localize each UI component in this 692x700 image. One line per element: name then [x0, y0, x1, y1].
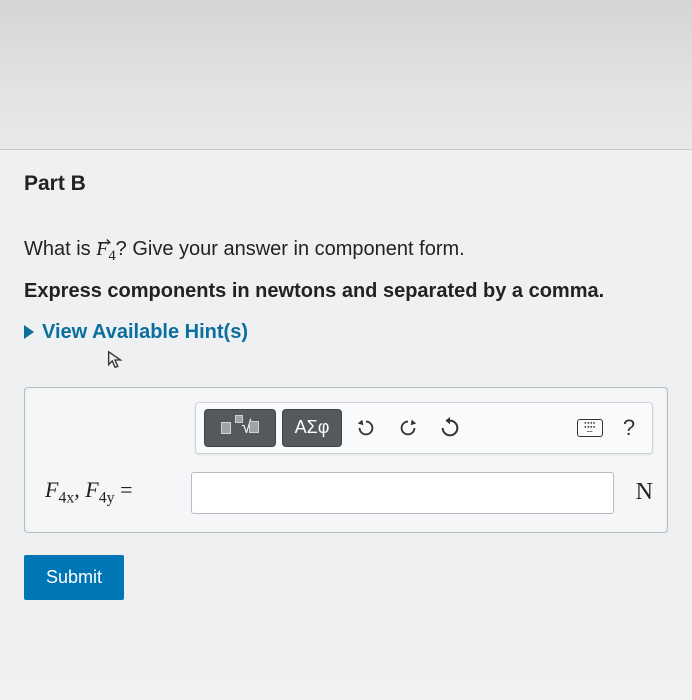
reset-button[interactable]	[432, 409, 468, 447]
question-post: ? Give your answer in component form.	[116, 238, 465, 260]
answer-box: √ ΑΣφ	[24, 387, 668, 533]
question-text: What is ⇀F4? Give your answer in compone…	[24, 234, 668, 268]
question-pre: What is	[24, 238, 96, 260]
part-title: Part B	[24, 172, 668, 196]
root-icon: √	[235, 417, 260, 438]
unit-label: N	[636, 479, 653, 506]
cursor-icon	[106, 350, 124, 370]
variable-label: F4x, F4y =	[45, 477, 175, 507]
keyboard-icon: ●●●●●●●●━━	[577, 419, 603, 437]
redo-button[interactable]	[390, 409, 426, 447]
undo-button[interactable]	[348, 409, 384, 447]
var-sub2: 4y	[99, 490, 115, 507]
submit-label: Submit	[46, 567, 102, 587]
view-hints-toggle[interactable]: View Available Hint(s)	[24, 321, 668, 344]
greek-label: ΑΣφ	[295, 417, 330, 438]
help-label: ?	[623, 415, 635, 441]
vector-f4: ⇀F4	[96, 238, 115, 260]
greek-symbols-button[interactable]: ΑΣφ	[282, 409, 342, 447]
input-row: F4x, F4y = N	[25, 454, 667, 532]
math-template-button[interactable]: √	[204, 409, 276, 447]
answer-input[interactable]	[191, 472, 614, 514]
help-button[interactable]: ?	[614, 409, 644, 447]
var-sep: ,	[74, 477, 85, 502]
var-sub1: 4x	[58, 490, 74, 507]
submit-button[interactable]: Submit	[24, 555, 124, 600]
top-band	[0, 0, 692, 150]
reset-icon	[439, 417, 461, 439]
equation-toolbar: √ ΑΣφ	[195, 402, 653, 454]
instruction-text: Express components in newtons and separa…	[24, 280, 668, 303]
triangle-right-icon	[24, 325, 34, 339]
keyboard-button[interactable]: ●●●●●●●●━━	[572, 409, 608, 447]
content-area: Part B What is ⇀F4? Give your answer in …	[0, 150, 692, 620]
redo-icon	[397, 417, 419, 439]
var-f1: F	[45, 477, 58, 502]
var-eq: =	[115, 477, 133, 502]
var-f2: F	[85, 477, 98, 502]
undo-icon	[355, 417, 377, 439]
vector-arrow-icon: ⇀	[97, 230, 111, 256]
template-box-icon	[221, 422, 231, 434]
hints-label: View Available Hint(s)	[42, 321, 248, 344]
